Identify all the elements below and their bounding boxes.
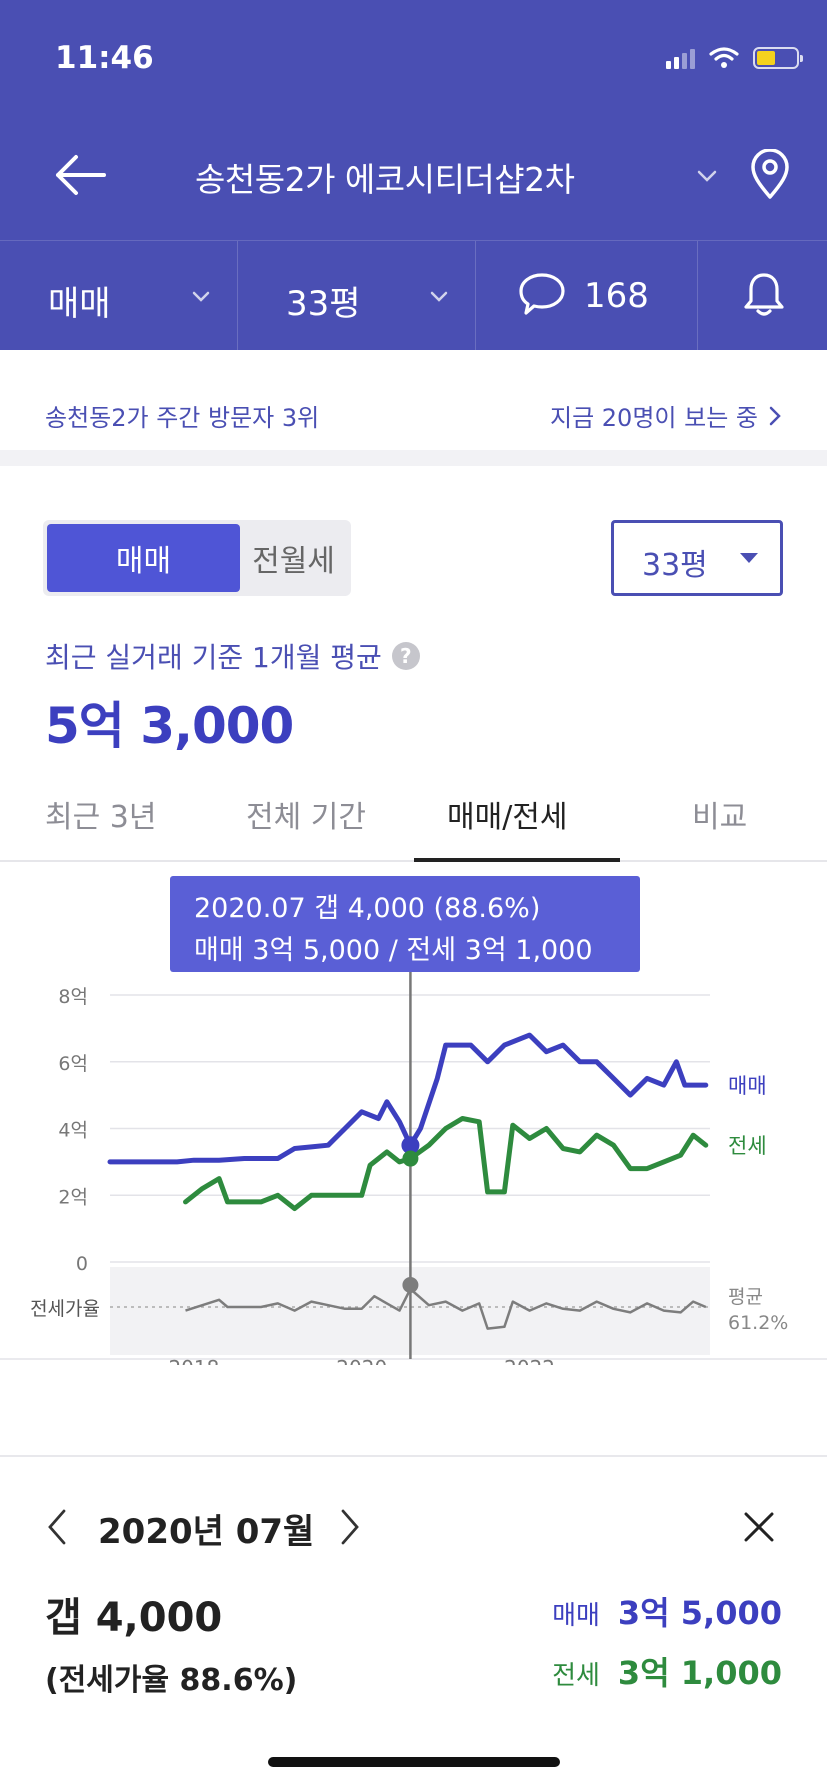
status-icons	[666, 46, 803, 70]
status-time: 11:46	[55, 40, 154, 76]
jeonse-marker	[402, 1150, 419, 1167]
tab-all-period[interactable]: 전체 기간	[246, 800, 366, 835]
size-filter-label: 33평	[286, 284, 361, 324]
tooltip-line-2: 매매 3억 5,000 / 전세 3억 1,000	[194, 935, 593, 966]
comments-button[interactable]: 168	[476, 241, 698, 351]
close-icon[interactable]	[742, 1510, 776, 1544]
ratio-line	[185, 1287, 707, 1330]
battery-icon	[753, 47, 803, 69]
ratio-axis-label: 전세가율	[30, 1298, 100, 1320]
chevron-down-icon	[430, 291, 448, 302]
filter-bar: 매매 33평 168	[0, 240, 827, 351]
trade-type-label: 매매	[48, 284, 111, 324]
sale-marker	[401, 1136, 420, 1155]
selected-month: 2020년 07월	[98, 1512, 315, 1552]
visitor-rank-text: 송천동2가 주간 방문자 3위	[45, 404, 320, 432]
sale-price-row: 매매 3억 5,000	[552, 1588, 782, 1634]
jeonse-series-line	[183, 1116, 709, 1212]
y-tick-label: 6억	[58, 1053, 88, 1075]
chart-tabs: 최근 3년 전체 기간 매매/전세 비교	[0, 780, 827, 862]
help-icon[interactable]: ?	[391, 642, 420, 670]
active-tab-indicator	[414, 858, 620, 862]
detail-divider	[0, 1455, 827, 1457]
live-viewers-text: 지금 20명이 보는 중	[550, 404, 758, 432]
tab-sale-jeonse[interactable]: 매매/전세	[447, 800, 568, 835]
tab-recent-3y[interactable]: 최근 3년	[45, 800, 157, 835]
jeonse-series-label: 전세	[728, 1134, 767, 1158]
live-viewers-link[interactable]: 지금 20명이 보는 중	[550, 398, 782, 433]
home-indicator	[268, 1757, 560, 1767]
average-value: 61.2%	[728, 1312, 788, 1334]
jeonse-ratio: (전세가율 88.6%)	[45, 1663, 298, 1698]
size-filter[interactable]: 33평	[238, 241, 476, 351]
jeonse-price-label: 전세	[552, 1661, 600, 1691]
chart-tooltip: 2020.07 갭 4,000 (88.6%) 매매 3억 5,000 / 전세…	[170, 876, 640, 972]
average-label: 평균	[728, 1286, 763, 1308]
size-select-value: 33평	[642, 548, 708, 583]
page-title[interactable]: 송천동2가 에코시티더샵2차	[195, 160, 575, 199]
y-tick-label: 0	[76, 1253, 88, 1275]
trade-type-filter[interactable]: 매매	[0, 241, 238, 351]
average-label-text: 최근 실거래 기준 1개월 평균	[45, 641, 382, 674]
visitor-notice: 송천동2가 주간 방문자 3위 지금 20명이 보는 중	[0, 362, 827, 466]
x-tick-label: 2018	[168, 1356, 219, 1365]
toggle-rent[interactable]: 전월세	[252, 544, 335, 579]
back-arrow-icon[interactable]	[52, 153, 108, 197]
chevron-right-icon[interactable]	[338, 1508, 362, 1546]
comment-count: 168	[584, 276, 649, 316]
y-tick-label: 4억	[58, 1120, 88, 1142]
chevron-down-icon[interactable]	[692, 161, 722, 191]
average-price: 5억 3,000	[45, 697, 294, 755]
gap-amount: 갭 4,000	[45, 1595, 223, 1641]
month-navigator: 2020년 07월	[0, 1490, 827, 1560]
chevron-left-icon[interactable]	[45, 1508, 69, 1546]
x-tick-label: 2020	[336, 1356, 387, 1365]
bell-icon	[744, 273, 784, 316]
nav-bar: 송천동2가 에코시티더샵2차	[0, 125, 827, 225]
jeonse-price-row: 전세 3억 1,000	[552, 1648, 782, 1694]
ratio-marker	[402, 1277, 419, 1293]
y-tick-label: 2억	[58, 1186, 88, 1208]
tooltip-line-1: 2020.07 갭 4,000 (88.6%)	[194, 893, 541, 924]
sale-price-value: 3억 5,000	[617, 1594, 782, 1632]
app-header: 11:46 송천동2가 에코시티더샵2차 매매 33평	[0, 0, 827, 351]
x-tick-label: 2022	[504, 1356, 555, 1365]
sale-series-label: 매매	[728, 1074, 767, 1098]
trade-toggle: 매매 전월세	[43, 520, 351, 596]
location-pin-icon[interactable]	[748, 149, 792, 201]
chevron-down-icon	[192, 291, 210, 302]
wifi-icon	[709, 47, 739, 68]
sale-price-label: 매매	[552, 1601, 600, 1631]
jeonse-price-value: 3억 1,000	[617, 1654, 782, 1692]
signal-icon	[666, 47, 695, 69]
tab-compare[interactable]: 비교	[692, 800, 748, 835]
size-select[interactable]: 33평	[611, 520, 783, 596]
caret-down-icon	[740, 553, 758, 563]
notification-button[interactable]	[698, 241, 827, 351]
sale-series-line	[107, 1032, 709, 1165]
average-label: 최근 실거래 기준 1개월 평균 ?	[45, 636, 420, 676]
speech-bubble-icon	[519, 273, 565, 315]
toggle-sale[interactable]: 매매	[47, 524, 240, 592]
chevron-right-icon	[769, 406, 781, 425]
y-tick-label: 8억	[58, 986, 88, 1008]
